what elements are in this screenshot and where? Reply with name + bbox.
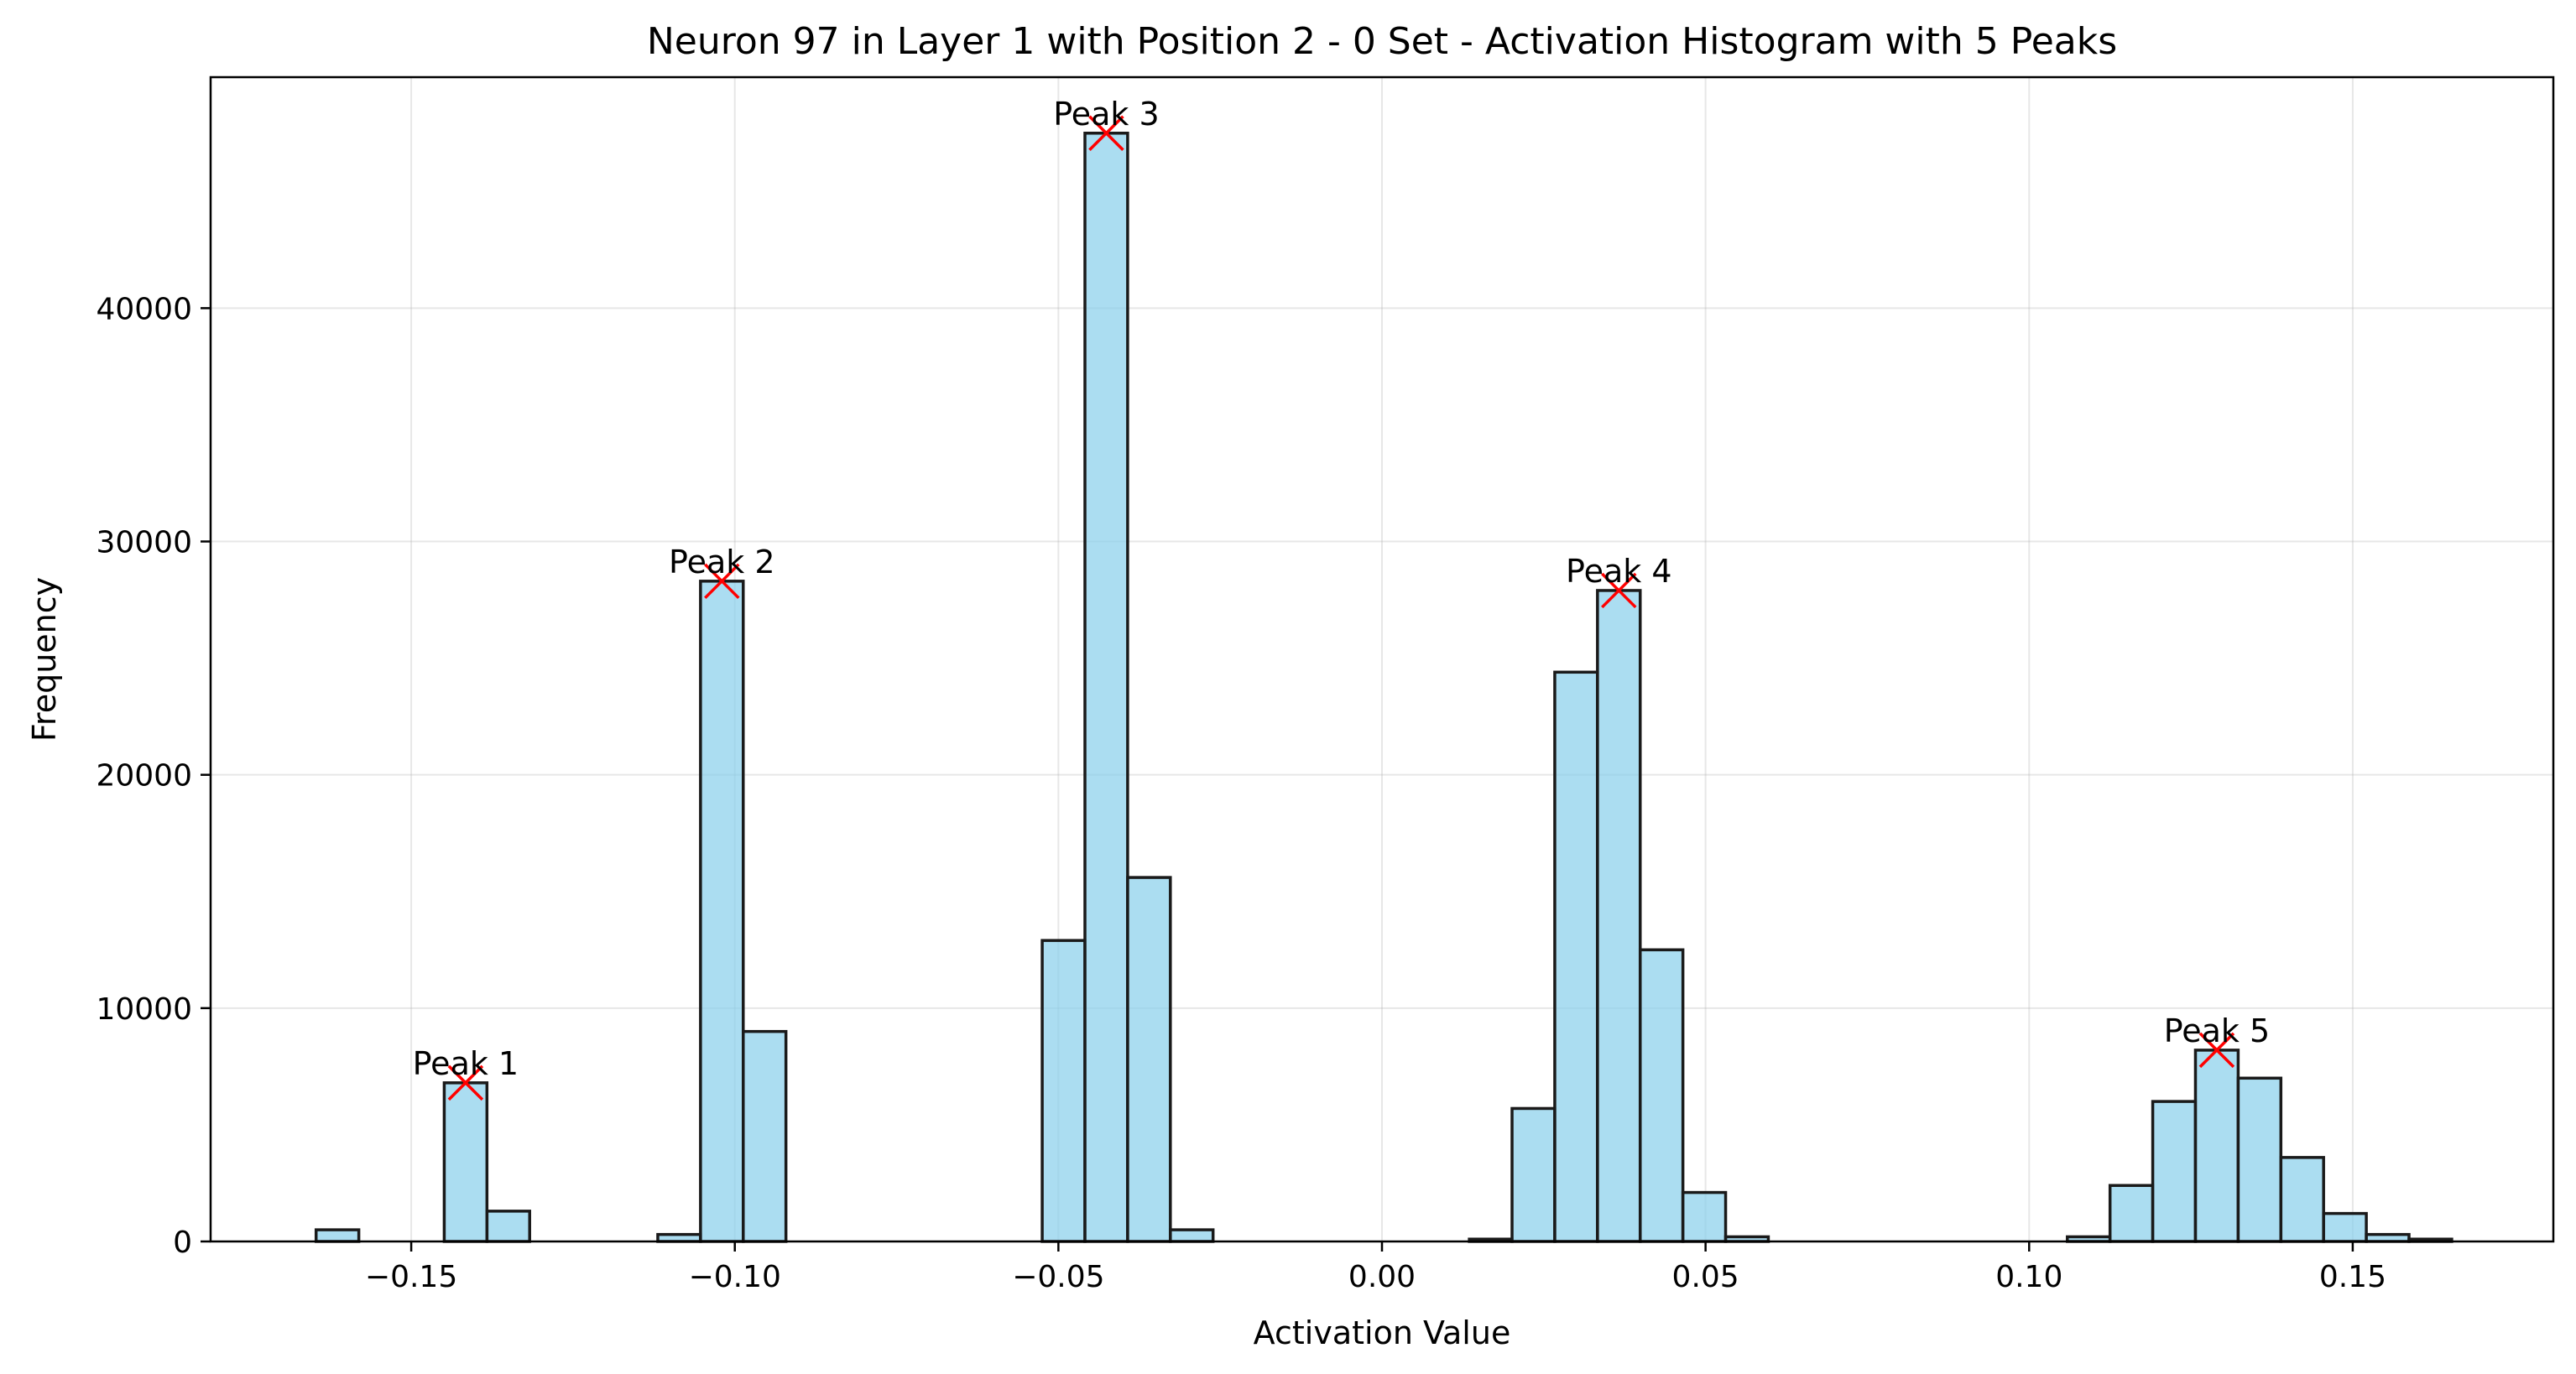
- histogram-bar: [2365, 1232, 2411, 1243]
- peak-label: Peak 5: [2164, 1012, 2271, 1049]
- peak-markers: Peak 1 Peak 2 Peak 3 Peak 4 Peak 5: [413, 96, 2271, 1101]
- peak-marker: [447, 1064, 484, 1101]
- x-tick-label: −0.10: [689, 1260, 781, 1294]
- peak-marker: [704, 563, 740, 600]
- histogram-bar: [699, 580, 745, 1243]
- x-tick-label: −0.05: [1012, 1260, 1104, 1294]
- histogram-bar: [1553, 670, 1599, 1243]
- y-tick-label: 20000: [96, 759, 192, 794]
- peak-label: Peak 4: [1566, 553, 1672, 590]
- histogram-bar: [2108, 1184, 2155, 1243]
- y-axis-label: Frequency: [26, 577, 63, 742]
- x-tick-label: 0.15: [2319, 1260, 2386, 1294]
- histogram-bar: [1638, 948, 1685, 1243]
- histogram-bar: [1126, 876, 1172, 1243]
- histogram-bar: [1040, 939, 1087, 1243]
- histogram-bar: [1083, 132, 1129, 1243]
- histogram-bars: [314, 132, 2453, 1243]
- histogram-bar: [485, 1210, 531, 1243]
- x-axis-label: Activation Value: [1254, 1314, 1511, 1351]
- histogram-bar: [2322, 1211, 2368, 1243]
- y-tick-label: 30000: [96, 526, 192, 560]
- y-axis-ticks: 0 10000 20000 30000 40000: [96, 292, 211, 1260]
- histogram-bar: [1681, 1190, 1728, 1243]
- x-axis-ticks: −0.15 −0.10 −0.05 0.00 0.05 0.10 0.15: [365, 1241, 2386, 1294]
- y-tick-label: 10000: [96, 992, 192, 1027]
- x-tick-label: 0.05: [1672, 1260, 1739, 1294]
- histogram-bar: [2193, 1049, 2240, 1243]
- peak-marker: [1088, 115, 1124, 151]
- histogram-bar: [1169, 1228, 1215, 1243]
- histogram-bar: [314, 1228, 361, 1243]
- grid-lines: [211, 77, 2553, 1242]
- peak-label: Peak 1: [413, 1045, 519, 1082]
- y-tick-label: 40000: [96, 292, 192, 326]
- peak-label: Peak 2: [669, 544, 775, 580]
- peak-marker: [2198, 1032, 2235, 1069]
- x-tick-label: 0.00: [1348, 1260, 1416, 1294]
- peak-label: Peak 3: [1053, 96, 1160, 133]
- peak-marker: [1601, 572, 1637, 609]
- x-tick-label: 0.10: [1995, 1260, 2062, 1294]
- histogram-bar: [2279, 1156, 2325, 1243]
- y-tick-label: 0: [173, 1226, 192, 1260]
- histogram-bar: [1510, 1106, 1557, 1243]
- chart-title: Neuron 97 in Layer 1 with Position 2 - 0…: [647, 20, 2117, 63]
- x-tick-label: −0.15: [365, 1260, 457, 1294]
- histogram-bar: [2236, 1076, 2283, 1243]
- histogram-bar: [1596, 589, 1642, 1243]
- histogram-bar: [656, 1232, 702, 1243]
- histogram-bar: [442, 1081, 489, 1243]
- histogram-bar: [742, 1029, 788, 1243]
- histogram-bar: [2151, 1100, 2198, 1243]
